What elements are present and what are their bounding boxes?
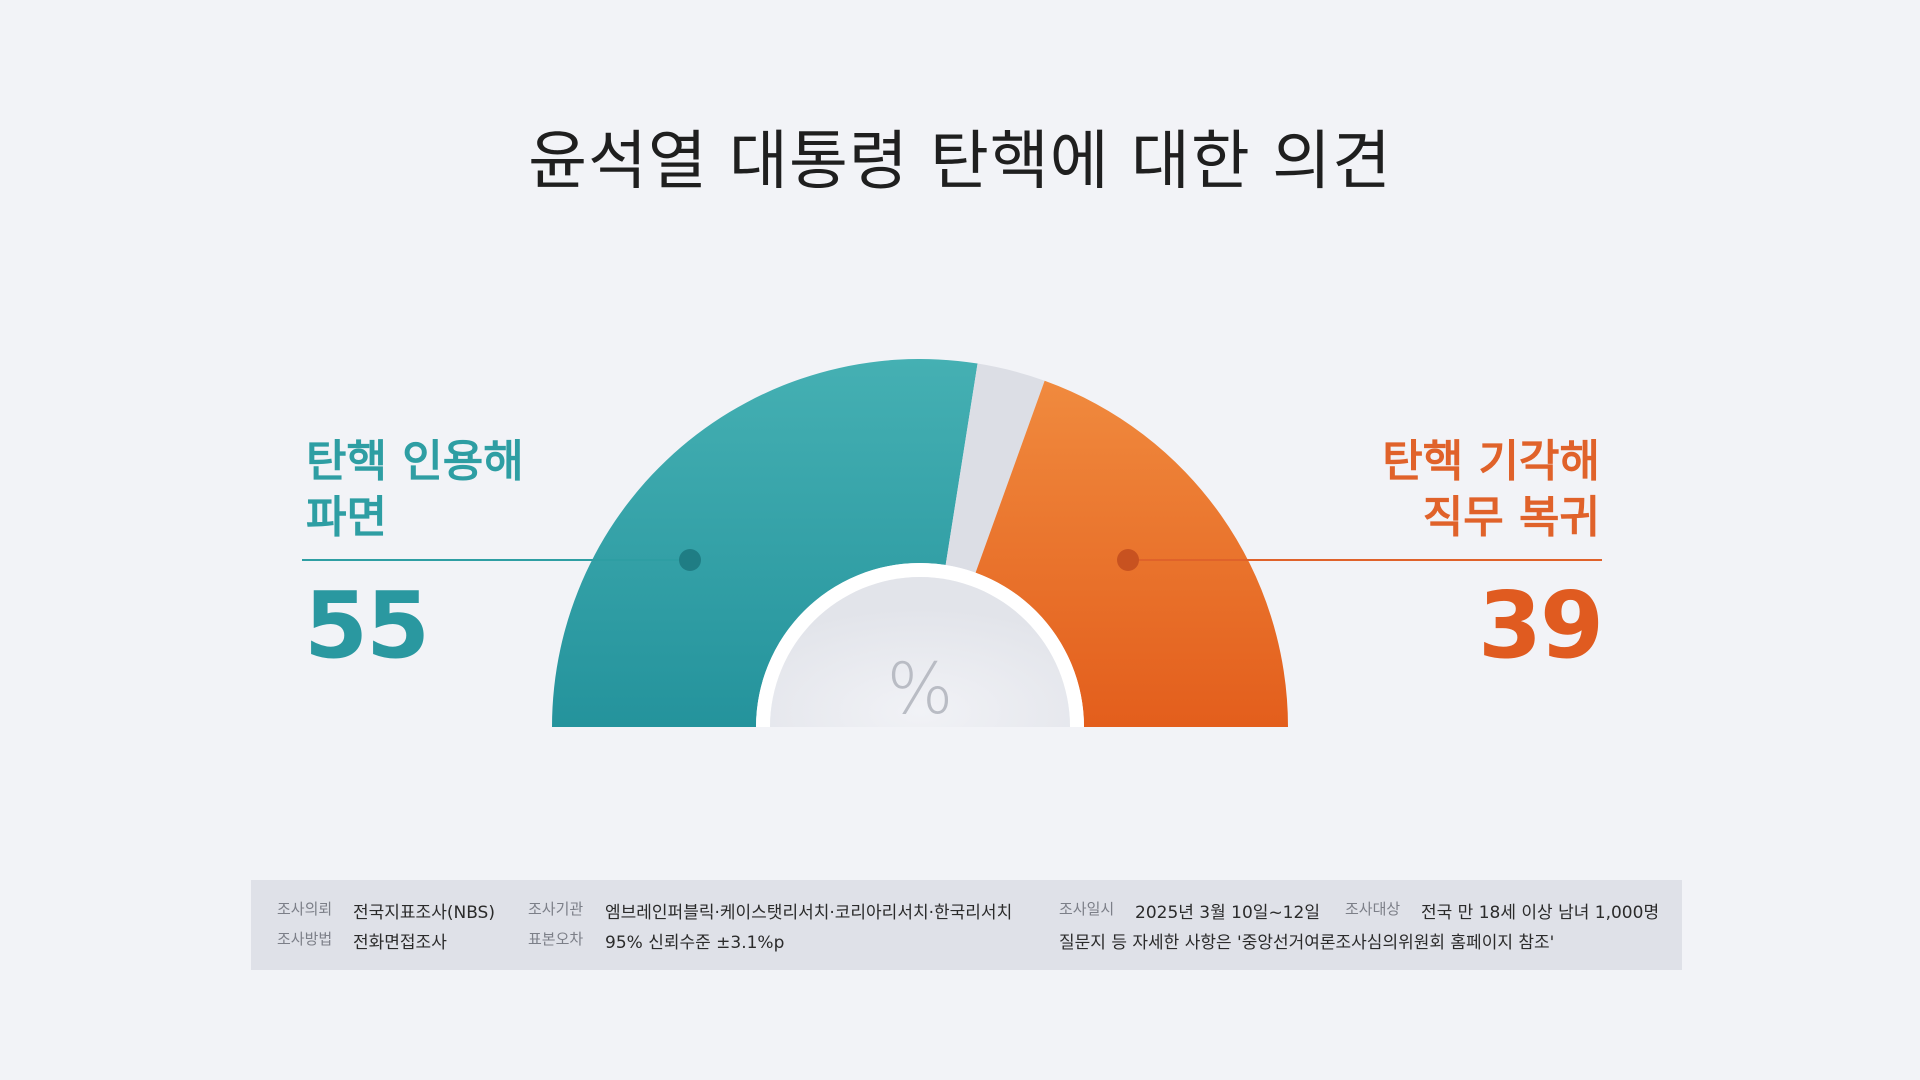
error-label: 표본오차 [528, 930, 584, 948]
left-leader-dot [679, 549, 701, 571]
error-value: 95% 신뢰수준 ±3.1%p [605, 933, 785, 953]
client-value: 전국지표조사(NBS) [353, 903, 495, 923]
gauge-segment-upheld [552, 358, 978, 727]
date-label: 조사일시 [1059, 900, 1115, 918]
impeach-rejected-value: 39 [1477, 572, 1604, 679]
agency-label: 조사기관 [528, 900, 584, 918]
impeach-upheld-label: 탄핵 인용해 파면 [306, 434, 524, 546]
agency-value: 엠브레인퍼블릭·케이스탯리서치·코리아리서치·한국리서치 [605, 903, 1013, 923]
percent-unit: % [886, 648, 954, 730]
gauge-segment-undecided [945, 363, 1045, 573]
survey-info-box: 조사의뢰 전국지표조사(NBS) 조사기관 엠브레인퍼블릭·케이스탯리서치·코리… [251, 880, 1682, 970]
gauge-center-hole [770, 577, 1070, 727]
impeach-upheld-label-line1: 탄핵 인용해 [306, 436, 524, 487]
target-label: 조사대상 [1345, 900, 1401, 918]
impeach-rejected-label-line2: 직무 복귀 [1422, 492, 1600, 543]
impeach-upheld-label-line2: 파면 [306, 492, 387, 543]
client-label: 조사의뢰 [277, 900, 333, 918]
survey-info-row-1: 조사의뢰 전국지표조사(NBS) 조사기관 엠브레인퍼블릭·케이스탯리서치·코리… [251, 898, 1682, 928]
impeach-rejected-label-line1: 탄핵 기각해 [1382, 436, 1600, 487]
impeach-rejected-label: 탄핵 기각해 직무 복귀 [1382, 434, 1600, 546]
method-label: 조사방법 [277, 930, 333, 948]
date-value: 2025년 3월 10일~12일 [1135, 903, 1320, 923]
survey-info-row-2: 조사방법 전화면접조사 표본오차 95% 신뢰수준 ±3.1%p 질문지 등 자… [251, 928, 1682, 958]
right-leader-dot [1117, 549, 1139, 571]
target-value: 전국 만 18세 이상 남녀 1,000명 [1421, 903, 1660, 923]
method-value: 전화면접조사 [353, 933, 447, 953]
chart-title: 윤석열 대통령 탄핵에 대한 의견 [528, 125, 1392, 199]
reference-note: 질문지 등 자세한 사항은 '중앙선거여론조사심의위원회 홈페이지 참조' [1059, 933, 1555, 953]
impeach-upheld-value: 55 [304, 572, 430, 679]
